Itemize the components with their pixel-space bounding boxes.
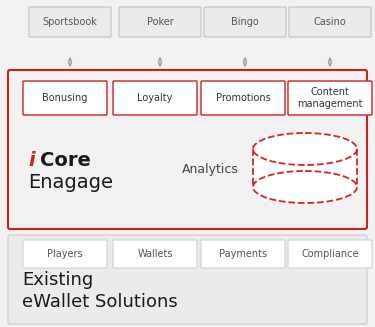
FancyBboxPatch shape [8, 70, 367, 229]
Text: Payments: Payments [219, 249, 267, 259]
FancyBboxPatch shape [113, 81, 197, 115]
Text: Analytics: Analytics [182, 164, 238, 177]
Text: Players: Players [47, 249, 83, 259]
FancyBboxPatch shape [288, 240, 372, 268]
FancyBboxPatch shape [201, 240, 285, 268]
FancyBboxPatch shape [288, 81, 372, 115]
FancyBboxPatch shape [204, 7, 286, 37]
FancyBboxPatch shape [113, 240, 197, 268]
Text: Poker: Poker [147, 17, 173, 27]
Text: Compliance: Compliance [301, 249, 359, 259]
Text: Bingo: Bingo [231, 17, 259, 27]
FancyBboxPatch shape [8, 235, 367, 324]
FancyBboxPatch shape [29, 7, 111, 37]
Text: Existing
eWallet Solutions: Existing eWallet Solutions [22, 271, 178, 311]
Text: Bonusing: Bonusing [42, 93, 88, 103]
Text: Casino: Casino [314, 17, 346, 27]
Text: Wallets: Wallets [137, 249, 173, 259]
Ellipse shape [253, 171, 357, 203]
FancyBboxPatch shape [119, 7, 201, 37]
Text: Content
management: Content management [297, 87, 363, 109]
Text: Loyalty: Loyalty [137, 93, 172, 103]
Text: Core: Core [40, 150, 91, 169]
Bar [253, 149, 357, 187]
Text: i: i [28, 150, 34, 169]
FancyBboxPatch shape [289, 7, 371, 37]
Ellipse shape [253, 133, 357, 165]
Text: Enagage: Enagage [28, 173, 113, 192]
Text: Sportsbook: Sportsbook [42, 17, 98, 27]
FancyBboxPatch shape [23, 81, 107, 115]
FancyBboxPatch shape [201, 81, 285, 115]
FancyBboxPatch shape [23, 240, 107, 268]
Text: Promotions: Promotions [216, 93, 270, 103]
